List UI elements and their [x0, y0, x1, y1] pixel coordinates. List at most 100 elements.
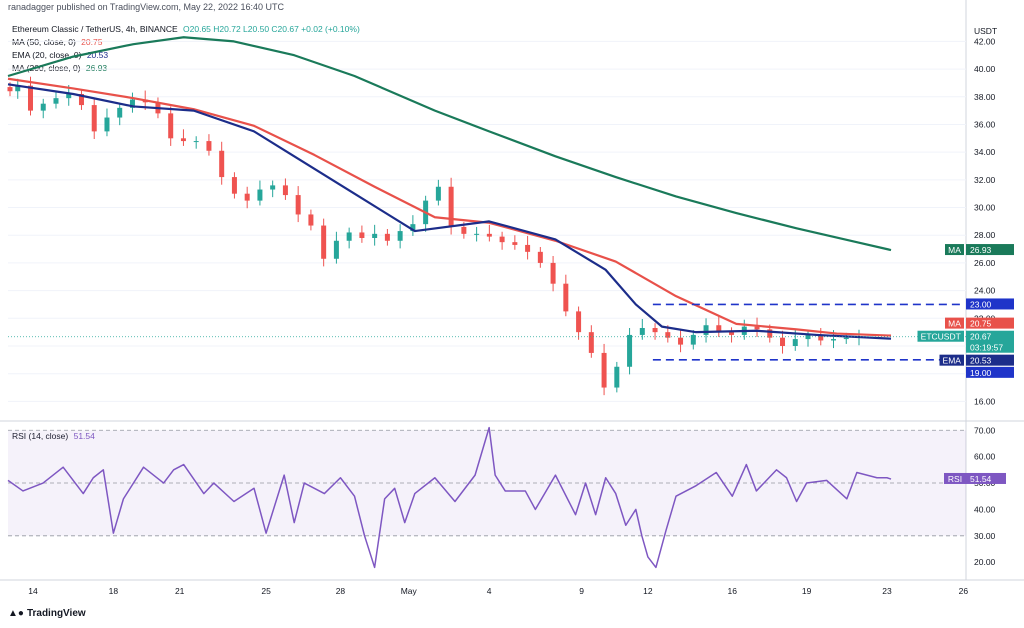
candle-body [321, 225, 327, 259]
price-tick-label: 32.00 [974, 175, 996, 185]
candle-body [270, 185, 276, 190]
price-levels [8, 303, 966, 361]
candle-body [780, 337, 786, 346]
ohlc-values: O20.65 H20.72 L20.50 C20.67 +0.02 (+0.10… [183, 24, 360, 34]
time-tick-label: 9 [579, 586, 584, 596]
candle-body [805, 334, 811, 340]
legend-ma200: MA (200, close, 0) 26.93 [12, 63, 107, 73]
price-tick-label: 36.00 [974, 119, 996, 129]
candle-body [333, 240, 339, 259]
candle-body [104, 117, 110, 132]
time-tick-label: 16 [728, 586, 738, 596]
time-tick-label: 26 [959, 586, 969, 596]
candle-body [129, 99, 135, 108]
candle-body [359, 232, 365, 238]
candle-body [716, 325, 722, 333]
symbol-title: Ethereum Classic / TetherUS, 4h, BINANCE [12, 24, 178, 34]
price-tag-value: 20.67 [970, 332, 992, 342]
time-tick-label: 14 [28, 586, 38, 596]
price-tag-name: ETCUSDT [921, 332, 961, 342]
time-tick-label: 23 [882, 586, 892, 596]
attribution: ranadagger published on TradingView.com,… [8, 2, 285, 12]
tradingview-logo-text: TradingView [26, 608, 86, 619]
candle-body [27, 85, 33, 111]
candle-body [448, 186, 454, 227]
time-tick-label: May [401, 586, 418, 596]
candle-body [15, 85, 21, 92]
price-tag-name: EMA [943, 356, 962, 366]
candle-body [639, 328, 645, 335]
rsi-tick-label: 30.00 [974, 531, 996, 541]
candle-body [461, 226, 467, 234]
tradingview-logo: ▲● TradingView [8, 608, 86, 619]
candle-body [537, 251, 543, 263]
price-tick-label: 42.00 [974, 36, 996, 46]
price-tag-countdown: 03:19:57 [970, 343, 1003, 353]
price-tag-bg [966, 244, 1014, 256]
candle-body [652, 328, 658, 333]
price-axis-unit: USDT [974, 26, 997, 36]
candle-body [384, 233, 390, 241]
ma50-value: 20.75 [81, 37, 103, 47]
candle-body [474, 233, 480, 235]
candle-body [397, 231, 403, 241]
candle-body [512, 242, 518, 245]
candle-body [614, 366, 620, 388]
rsi-tag-name: RSI [948, 474, 962, 484]
candle-body [665, 332, 671, 338]
price-tag-name-bg [939, 354, 964, 366]
legend-rsi: RSI (14, close) 51.54 [12, 431, 95, 441]
candle-body [78, 94, 84, 106]
candle-body [729, 332, 735, 335]
time-tick-label: 4 [487, 586, 492, 596]
price-tag-name-bg [945, 317, 964, 329]
candle-body [767, 329, 773, 338]
candle-body [206, 141, 212, 151]
ema20-value: 20.53 [86, 50, 109, 60]
candle-body [193, 141, 199, 143]
candle-body [435, 186, 441, 201]
price-tag-name-bg [917, 330, 964, 342]
legend-symbol: Ethereum Classic / TetherUS, 4h, BINANCE… [12, 24, 360, 34]
rsi-tick-label: 70.00 [974, 425, 996, 435]
candle-body [525, 244, 531, 252]
price-tag-value: 23.00 [970, 299, 992, 309]
candle-body [53, 98, 59, 104]
price-tick-label: 38.00 [974, 92, 996, 102]
candle-body [792, 339, 798, 346]
time-axis: 14 18 21 25 28 May 4 9 12 16 19 23 26 [28, 586, 968, 596]
rsi-tick-label: 60.00 [974, 452, 996, 462]
candle-body [678, 337, 684, 345]
rsi-tick-label: 20.00 [974, 557, 996, 567]
price-tag-value: 26.93 [970, 245, 992, 255]
candle-body [601, 352, 607, 388]
rsi-tick-label: 40.00 [974, 504, 996, 514]
candle-body [168, 113, 174, 139]
rsi-tag-value: 51.54 [970, 474, 992, 484]
price-tag-value: 20.53 [970, 356, 992, 366]
price-tag-bg [966, 298, 1014, 310]
ma200-value: 26.93 [85, 63, 108, 73]
time-tick-label: 28 [336, 586, 346, 596]
time-tick-label: 18 [109, 586, 119, 596]
price-lines [7, 36, 892, 340]
candle-body [282, 185, 288, 196]
candle-body [703, 325, 709, 335]
candle-body [690, 334, 696, 345]
price-tag-value: 19.00 [970, 368, 992, 378]
price-tick-label: 28.00 [974, 230, 996, 240]
candle-body [486, 233, 492, 237]
ema20-label: EMA (20, close, 0) [12, 50, 82, 60]
legend-ema20: EMA (20, close, 0) 20.53 [12, 50, 108, 60]
candle-body [308, 214, 314, 226]
candle-body [818, 334, 824, 341]
price-tick-label: 26.00 [974, 258, 996, 268]
candle-body [754, 326, 760, 330]
candle-body [843, 337, 849, 340]
time-tick-label: 19 [802, 586, 812, 596]
price-tag-bg [966, 366, 1014, 378]
price-tag-name: MA [948, 245, 961, 255]
